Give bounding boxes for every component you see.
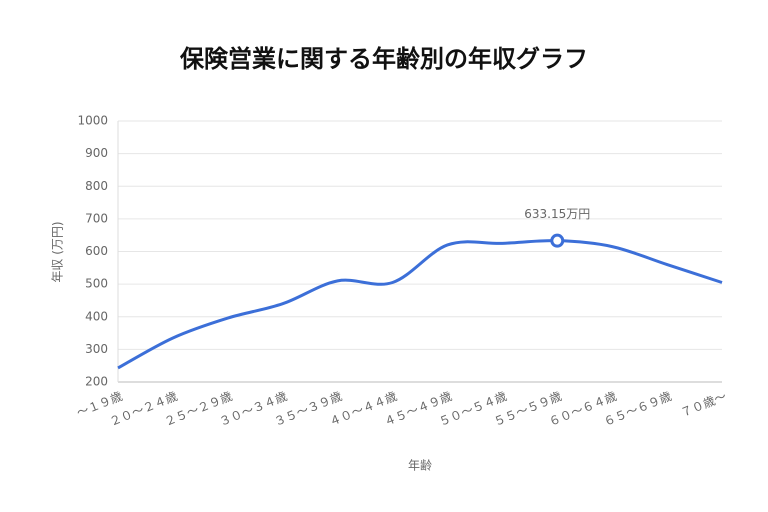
y-tick-label: 300 bbox=[85, 342, 108, 356]
y-tick-label: 200 bbox=[85, 375, 108, 389]
y-tick-label: 400 bbox=[85, 309, 108, 323]
y-tick-label: 500 bbox=[85, 277, 108, 291]
x-tick-label: ７０歳～ bbox=[679, 389, 729, 420]
y-tick-label: 1000 bbox=[77, 114, 108, 128]
highlight-point bbox=[550, 233, 565, 248]
y-tick-label: 600 bbox=[85, 244, 108, 258]
x-axis-label: 年齢 bbox=[408, 458, 432, 473]
y-tick-label: 900 bbox=[85, 146, 108, 160]
data-label: 633.15万円 bbox=[524, 207, 590, 221]
y-tick-label: 700 bbox=[85, 211, 108, 225]
y-tick-label: 800 bbox=[85, 179, 108, 193]
chart-title: 保険営業に関する年齢別の年収グラフ bbox=[179, 45, 588, 73]
y-axis-label: 年収 (万円) bbox=[51, 221, 65, 282]
line bbox=[117, 239, 723, 370]
